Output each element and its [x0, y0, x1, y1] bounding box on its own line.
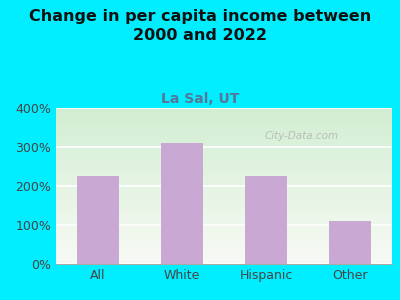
Bar: [245, 176, 287, 264]
Bar: [77, 176, 119, 264]
Text: Change in per capita income between
2000 and 2022: Change in per capita income between 2000…: [29, 9, 371, 43]
Text: La Sal, UT: La Sal, UT: [161, 92, 239, 106]
Bar: [161, 143, 203, 264]
Text: City-Data.com: City-Data.com: [264, 131, 338, 141]
Bar: [329, 221, 371, 264]
